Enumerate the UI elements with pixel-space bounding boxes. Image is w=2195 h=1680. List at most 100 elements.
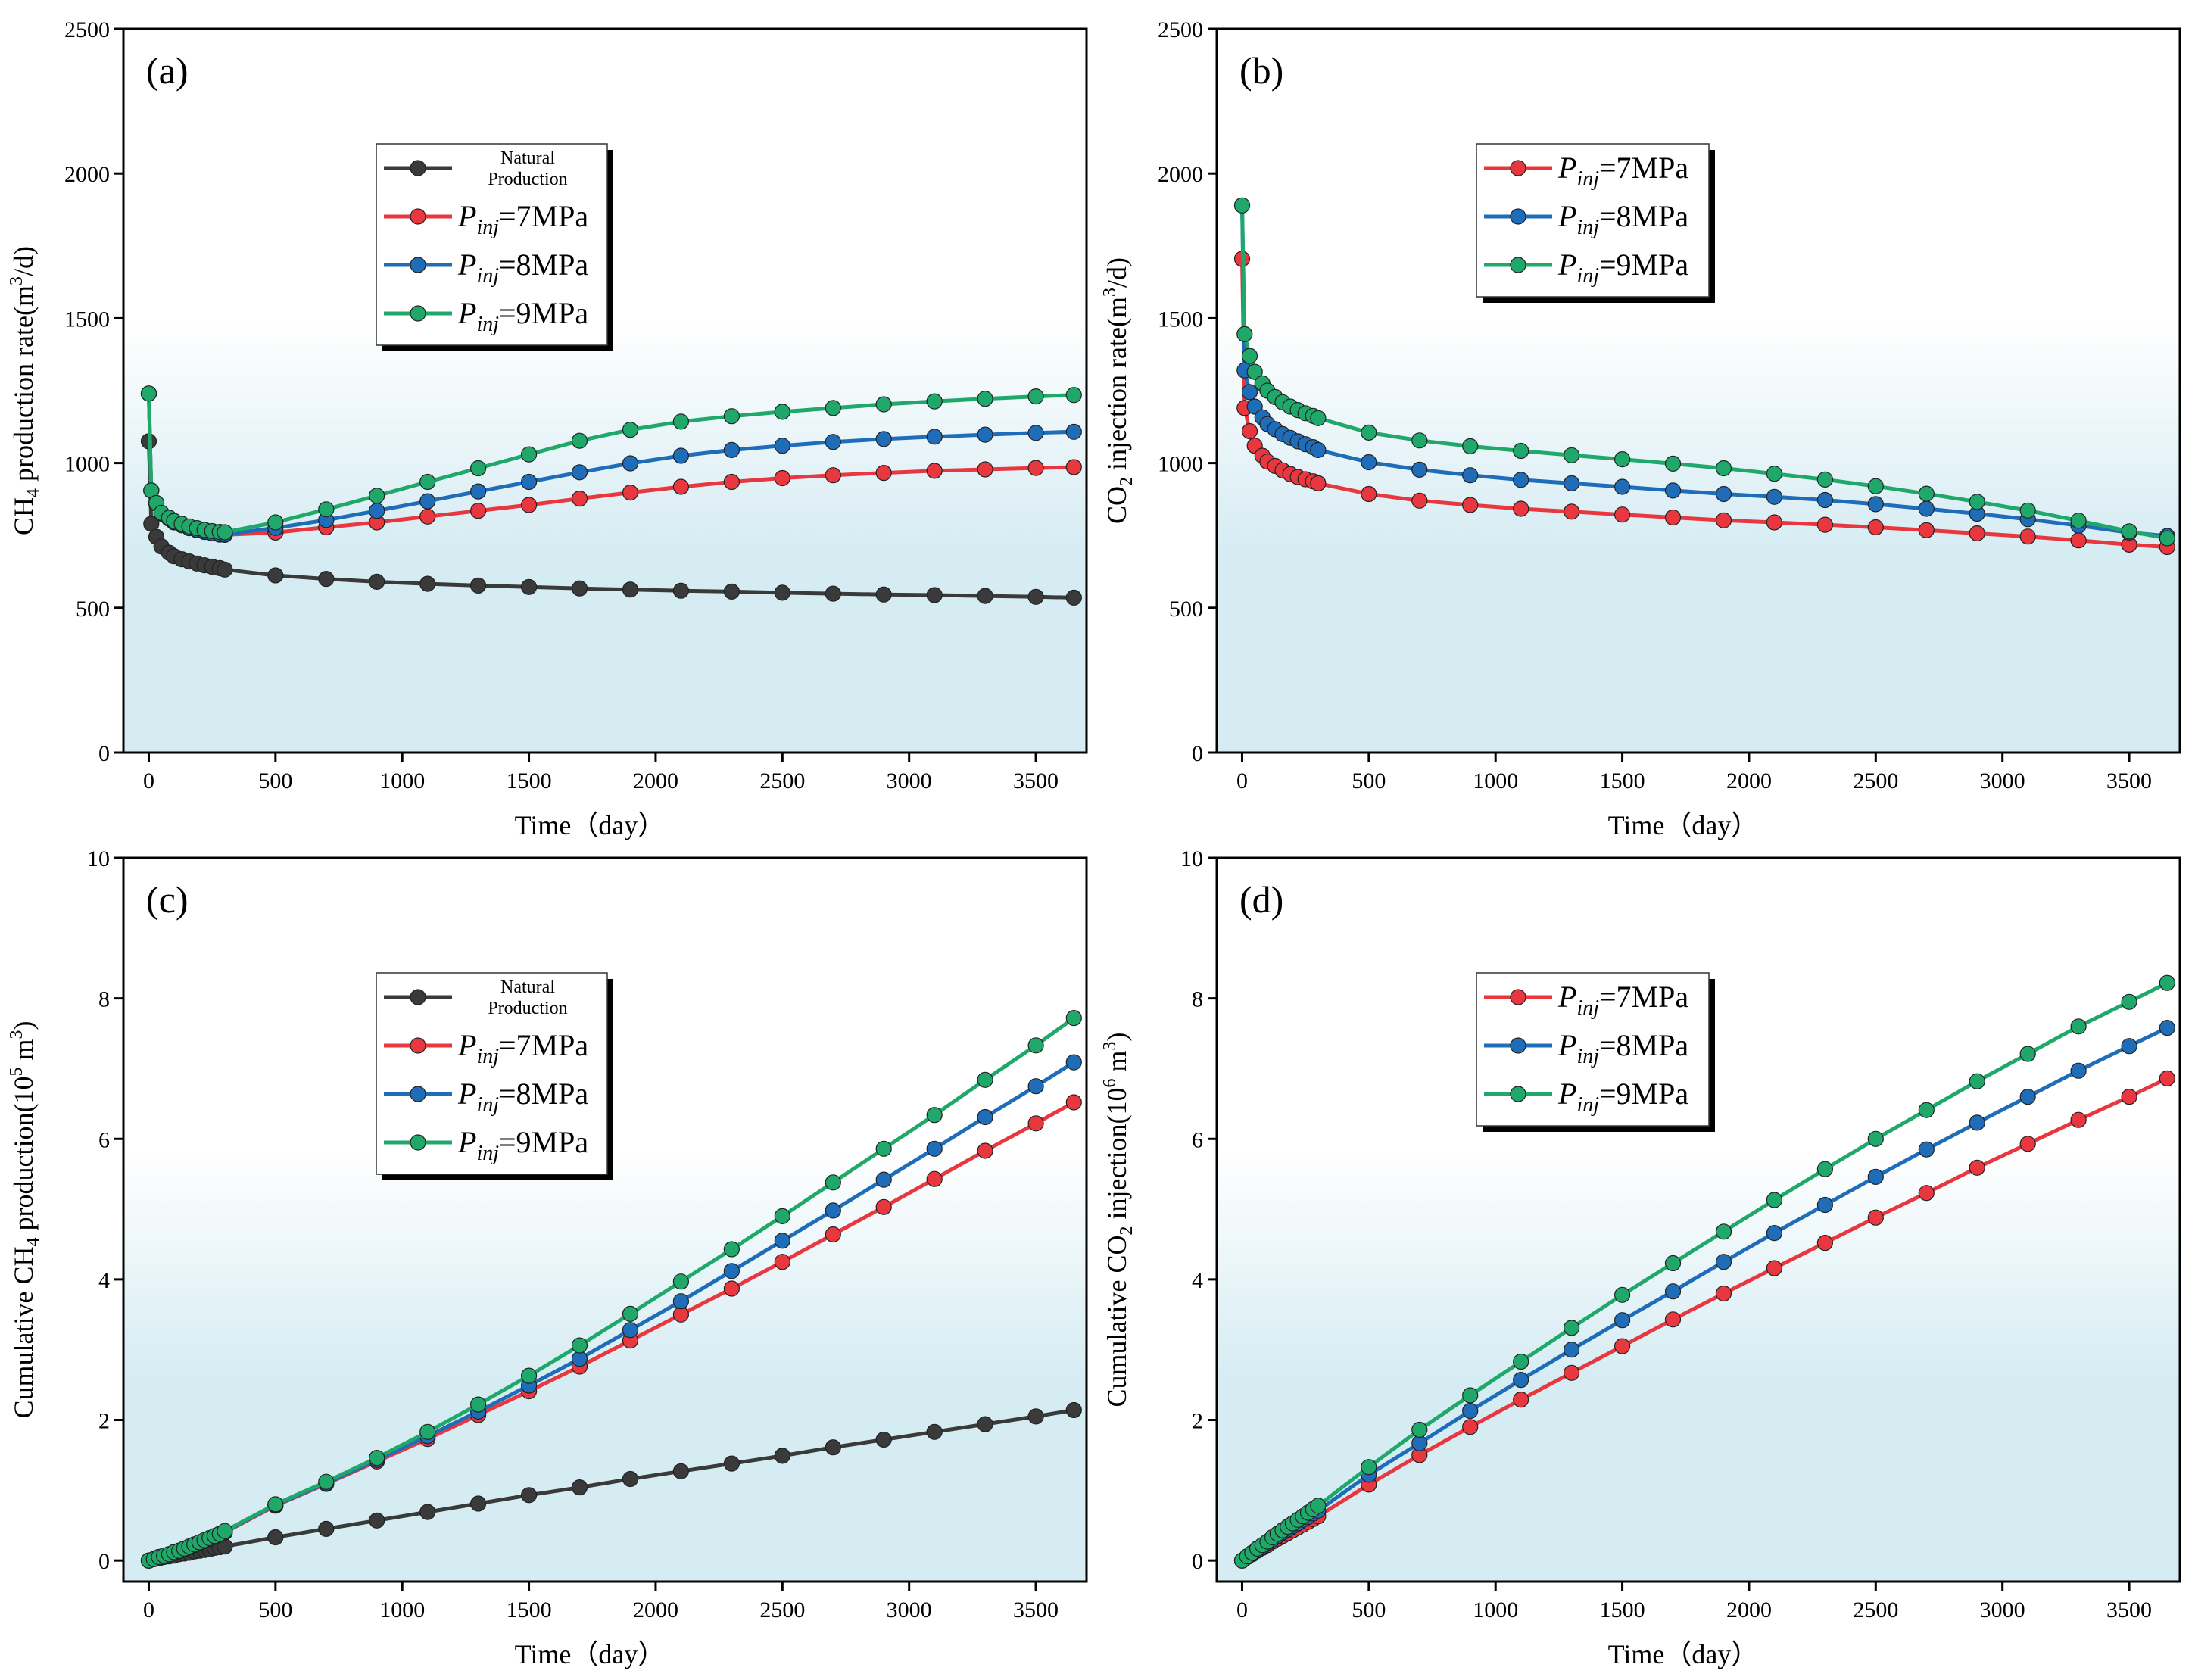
data-point-p7 (1310, 475, 1327, 492)
data-point-p8 (2121, 1038, 2137, 1055)
data-point-p9 (1027, 388, 1044, 405)
data-point-p8 (875, 1171, 892, 1188)
data-point-p7 (1065, 459, 1082, 475)
data-point-p7 (1969, 525, 1985, 542)
data-point-p9 (369, 1449, 385, 1466)
legend-label: Natural (500, 148, 555, 168)
data-point-natural (622, 581, 639, 598)
data-point-p8 (1027, 425, 1044, 441)
data-point-p8 (1766, 488, 1782, 505)
data-point-p8 (1614, 478, 1631, 495)
data-point-p9 (1664, 455, 1682, 472)
x-tick-label: 1500 (1600, 1597, 1645, 1622)
data-point-p7 (469, 503, 487, 519)
data-point-p8 (1462, 467, 1479, 484)
data-point-p9 (1462, 1387, 1479, 1404)
data-point-p9 (1065, 1009, 1082, 1027)
data-point-p8 (1361, 454, 1377, 471)
legend-label: Pinj=7MPa (457, 1028, 588, 1068)
legend-label: Pinj=7MPa (457, 199, 588, 239)
data-point-natural (672, 582, 690, 599)
data-point-p8 (1918, 500, 1935, 517)
plot-frame (1215, 856, 2181, 1583)
data-point-p9 (2121, 993, 2137, 1010)
data-point-natural (977, 588, 993, 604)
data-point-natural (622, 1470, 639, 1488)
data-point-p8 (469, 483, 487, 500)
data-point-p9 (2019, 502, 2036, 519)
legend-item-p9: Pinj=9MPa (384, 1125, 588, 1165)
data-point-p7 (1513, 500, 1529, 517)
plot-background (123, 858, 1087, 1582)
x-tick-label: 2000 (1726, 768, 1772, 793)
data-point-p9 (825, 1174, 841, 1191)
data-point-p7 (2159, 1070, 2175, 1087)
y-tick-label: 10 (87, 846, 110, 871)
data-point-p8 (774, 438, 790, 454)
data-point-p8 (1310, 441, 1327, 459)
y-tick-label: 2000 (1158, 162, 1203, 187)
x-tick-label: 3000 (887, 1597, 932, 1622)
data-point-natural (318, 570, 335, 588)
x-tick-label: 3000 (1980, 768, 2025, 793)
data-point-natural (774, 584, 790, 601)
data-point-p9 (875, 1140, 892, 1157)
data-point-p8 (672, 1293, 690, 1310)
legend-label: Pinj=8MPa (1557, 199, 1688, 239)
data-point-p8 (1564, 475, 1580, 492)
y-tick-label: 0 (1192, 1549, 1203, 1574)
data-point-p8 (1411, 461, 1428, 478)
data-point-p9 (1310, 1498, 1327, 1514)
data-point-p8 (926, 1140, 943, 1157)
data-point-p8 (1969, 1114, 1985, 1131)
data-point-p9 (1664, 1255, 1682, 1272)
legend-item-p8: Pinj=8MPa (384, 248, 588, 288)
data-point-p7 (1664, 1311, 1682, 1328)
data-point-natural (1027, 1408, 1044, 1425)
data-point-p8 (1715, 485, 1732, 503)
data-point-p8 (520, 473, 538, 491)
data-point-p7 (1816, 516, 1833, 533)
chart-panel-b: 0 500 1000 1500 2000 2500 3000 3500 0 500 1000 1500… (1100, 17, 2181, 840)
data-point-p9 (723, 1241, 741, 1258)
legend-marker (1510, 989, 1526, 1005)
data-point-p9 (1241, 348, 1258, 364)
data-point-p8 (1816, 1196, 1833, 1214)
data-point-p7 (1027, 1115, 1044, 1132)
data-point-p8 (1564, 1342, 1580, 1358)
data-point-p9 (1411, 432, 1428, 449)
data-point-natural (1027, 588, 1044, 605)
x-tick-label: 2500 (1853, 1597, 1898, 1622)
panel-label: (b) (1239, 49, 1283, 92)
data-point-p8 (369, 503, 385, 519)
x-tick-label: 1000 (379, 768, 425, 793)
data-point-p7 (2070, 532, 2087, 549)
data-point-p7 (2019, 528, 2036, 545)
data-point-p9 (1969, 494, 1985, 510)
legend-label: Pinj=7MPa (1557, 151, 1688, 191)
data-point-p9 (1564, 447, 1580, 463)
legend-label: Pinj=9MPa (457, 1125, 588, 1165)
data-point-p9 (1513, 1353, 1529, 1370)
data-point-p7 (1614, 1338, 1631, 1354)
data-point-p7 (723, 1280, 741, 1297)
x-tick-label: 0 (1236, 768, 1248, 793)
data-point-p8 (825, 1202, 841, 1219)
data-point-p7 (622, 484, 639, 501)
data-point-p9 (1867, 1130, 1884, 1147)
legend-marker (410, 1086, 426, 1102)
data-point-p7 (1361, 485, 1377, 503)
data-point-p9 (469, 1396, 487, 1413)
data-point-p9 (1614, 1286, 1631, 1303)
data-point-natural (419, 1504, 436, 1520)
data-point-p7 (1664, 509, 1682, 526)
data-point-p9 (318, 1473, 335, 1490)
data-point-p9 (1462, 438, 1479, 455)
data-point-p7 (2019, 1136, 2036, 1152)
x-tick-label: 0 (143, 1597, 154, 1622)
data-point-p7 (1614, 506, 1631, 523)
data-point-p9 (2019, 1046, 2036, 1062)
data-point-p7 (1241, 422, 1258, 440)
y-tick-label: 1500 (64, 307, 110, 332)
data-point-natural (926, 1423, 943, 1440)
